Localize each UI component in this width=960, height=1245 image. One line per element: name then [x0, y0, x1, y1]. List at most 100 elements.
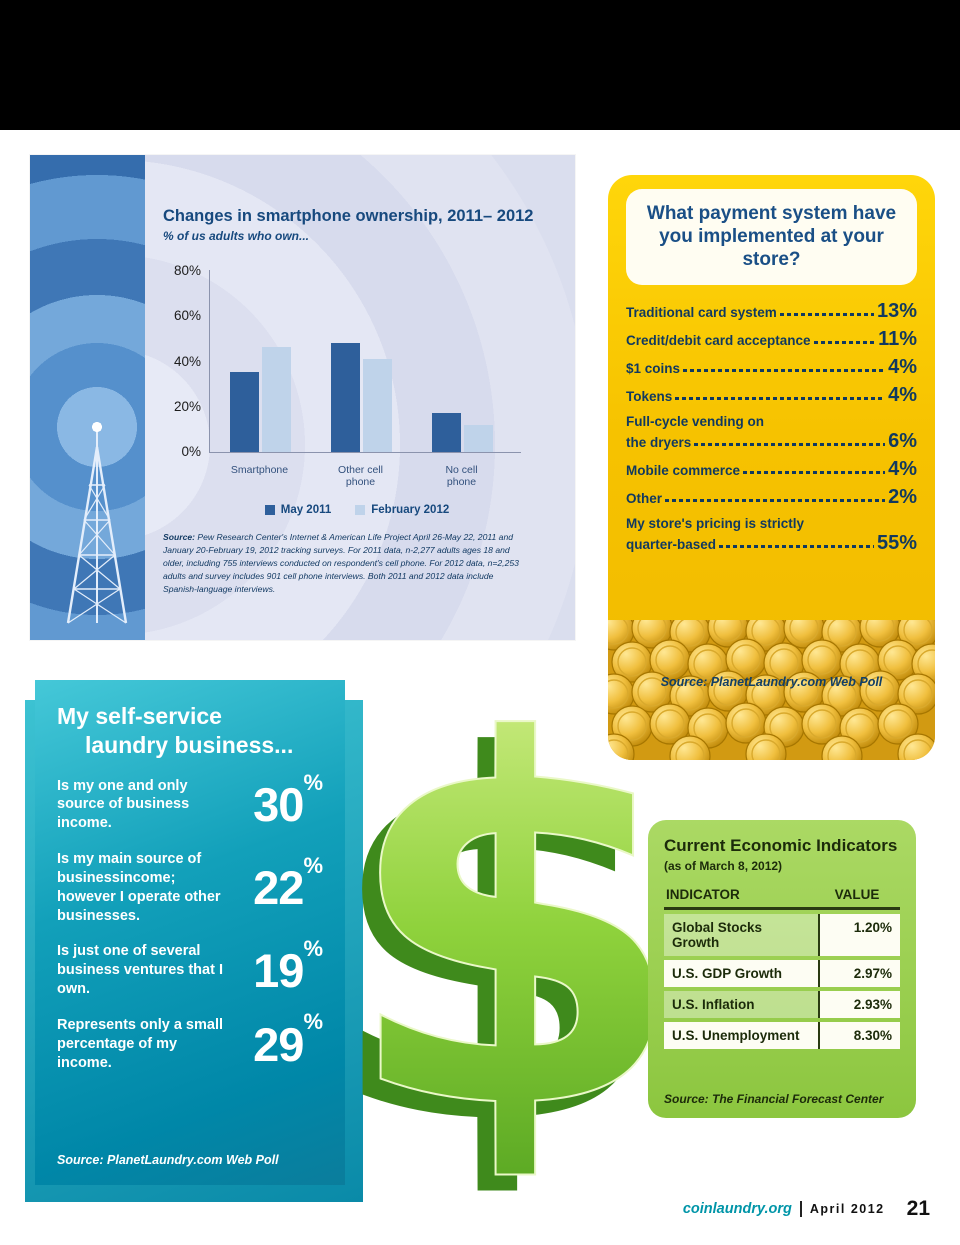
legend-label: February 2012: [371, 504, 450, 516]
table-header-row: INDICATOR VALUE: [664, 887, 900, 910]
business-stat-row: Is my main source of businessincome; how…: [57, 850, 323, 925]
payment-poll-source: Source: PlanetLaundry.com Web Poll: [660, 675, 883, 689]
stat-label: Is just one of several business ventures…: [57, 943, 223, 998]
title-line2: laundry business...: [85, 731, 294, 758]
svg-text:$: $: [341, 637, 689, 1219]
bar-plot: [209, 270, 521, 453]
payment-option-row: Credit/debit card acceptance 11%: [626, 327, 917, 350]
y-tick: 0%: [181, 444, 201, 459]
payment-option-row: Other 2%: [626, 485, 917, 508]
business-stat-row: Is my one and only source of business in…: [57, 771, 323, 834]
business-stat-row: Represents only a small percentage of my…: [57, 1011, 323, 1073]
bar-group-no-cell: [432, 270, 493, 452]
option-label: quarter-based: [626, 536, 717, 552]
legend-label: May 2011: [280, 504, 332, 516]
legend-feb-2012: February 2012: [355, 504, 449, 516]
page-footer: coinlaundry.org April 2012 21: [600, 1197, 930, 1221]
dotted-leader: [719, 544, 874, 548]
page-number: 21: [906, 1197, 930, 1220]
chart-title: Changes in smartphone ownership, 2011– 2…: [163, 207, 534, 225]
bar-feb2012-smartphone: [262, 347, 291, 452]
bar-may2011-no-cell: [432, 413, 461, 452]
stat-label: Is my main source of businessincome; how…: [57, 851, 221, 924]
smartphone-chart: Changes in smartphone ownership, 2011– 2…: [145, 155, 575, 640]
col-header-indicator: INDICATOR: [666, 887, 740, 902]
stat-number: 29: [253, 1017, 304, 1071]
value-cell: 2.97%: [818, 960, 900, 987]
stat-value: 29%: [253, 1011, 323, 1071]
payment-option-row: Traditional card system 13%: [626, 299, 917, 322]
smartphone-ownership-panel: Changes in smartphone ownership, 2011– 2…: [30, 155, 575, 640]
option-value: 6%: [888, 429, 917, 452]
dollar-sign-graphic: $ $: [323, 636, 690, 1235]
table-row: Global Stocks Growth 1.20%: [664, 914, 900, 956]
option-label: Other: [626, 490, 663, 506]
bar-feb2012-other-cell: [363, 358, 392, 452]
dollar-icon: $ $: [323, 636, 690, 1235]
option-value: 55%: [876, 531, 917, 554]
value-cell: 1.20%: [818, 914, 900, 956]
legend-swatch-may-2011: [264, 505, 275, 515]
x-label-other-cell: Other cell phone: [338, 464, 383, 488]
econ-panel-source: Source: The Financial Forecast Center: [664, 1092, 884, 1106]
option-label: Traditional card system: [626, 304, 777, 320]
payment-option-row: $1 coins 4%: [626, 355, 917, 378]
indicator-cell: U.S. Unemployment: [664, 1022, 818, 1049]
x-label-no-cell: No cell phone: [445, 464, 478, 488]
chart-legend: May 2011 February 2012: [163, 504, 551, 516]
stat-number: 30: [253, 778, 304, 832]
site-link[interactable]: coinlaundry.org: [682, 1201, 792, 1217]
dotted-leader: [683, 368, 886, 372]
business-stat-row: Is just one of several business ventures…: [57, 937, 323, 999]
y-axis-labels: 80% 60% 40% 20% 0%: [163, 263, 209, 459]
dotted-leader: [743, 470, 886, 474]
option-value: 13%: [876, 299, 917, 322]
chart-subtitle: % of us adults who own...: [163, 229, 309, 243]
value-cell: 2.93%: [818, 991, 900, 1018]
indicator-cell: Global Stocks Growth: [664, 914, 818, 956]
bar-group-other-cell: [331, 270, 392, 452]
econ-panel-subtitle: (as of March 8, 2012): [664, 859, 783, 873]
bar-may2011-smartphone: [230, 372, 259, 452]
chart-source-note: Source: Pew Research Center's Internet &…: [163, 531, 528, 595]
payment-poll-panel: What payment system have you implemented…: [608, 175, 935, 760]
title-line1: My self-service: [57, 703, 222, 729]
percent-sign: %: [303, 935, 323, 961]
col-header-value: VALUE: [834, 887, 880, 902]
option-value: 4%: [888, 355, 917, 378]
coins-illustration: [608, 620, 935, 760]
business-poll-source: Source: PlanetLaundry.com Web Poll: [57, 1153, 279, 1167]
option-label: Tokens: [626, 388, 673, 404]
legend-swatch-feb-2012: [355, 505, 366, 515]
stat-value: 30%: [253, 771, 323, 832]
option-label: Mobile commerce: [626, 462, 741, 478]
bar-feb2012-no-cell: [464, 424, 493, 452]
payment-option-row: Mobile commerce 4%: [626, 457, 917, 480]
dotted-leader: [813, 340, 876, 344]
source-prefix: Source:: [163, 532, 195, 542]
value-cell: 8.30%: [818, 1022, 900, 1049]
economic-indicators-table: INDICATOR VALUE Global Stocks Growth 1.2…: [664, 887, 900, 1049]
payment-option-row: Tokens 4%: [626, 385, 917, 405]
y-tick: 60%: [173, 308, 201, 324]
footer-divider: [799, 1201, 802, 1217]
option-label: Credit/debit card acceptance: [626, 332, 811, 348]
option-value: 2%: [888, 485, 917, 508]
business-poll-panel: My self-service laundry business... Is m…: [35, 680, 345, 1185]
y-tick: 40%: [173, 353, 201, 369]
percent-sign: %: [303, 1009, 323, 1035]
bar-may2011-other-cell: [331, 342, 360, 452]
x-label-smartphone: Smartphone: [230, 464, 289, 476]
option-value: 4%: [888, 457, 917, 480]
option-label-line1: My store's pricing is strictly: [626, 515, 805, 531]
economic-indicators-panel: Current Economic Indicators (as of March…: [648, 820, 916, 1118]
percent-sign: %: [303, 852, 323, 878]
y-tick: 20%: [173, 398, 201, 414]
stat-label: Represents only a small percentage of my…: [57, 1016, 224, 1071]
page-top-banner: [0, 0, 960, 130]
option-value: 11%: [878, 327, 917, 350]
dotted-leader: [694, 442, 886, 446]
percent-sign: %: [303, 769, 323, 795]
x-axis-labels: Smartphone Other cell phone No cell phon…: [163, 464, 551, 488]
indicator-cell: U.S. Inflation: [664, 991, 818, 1018]
